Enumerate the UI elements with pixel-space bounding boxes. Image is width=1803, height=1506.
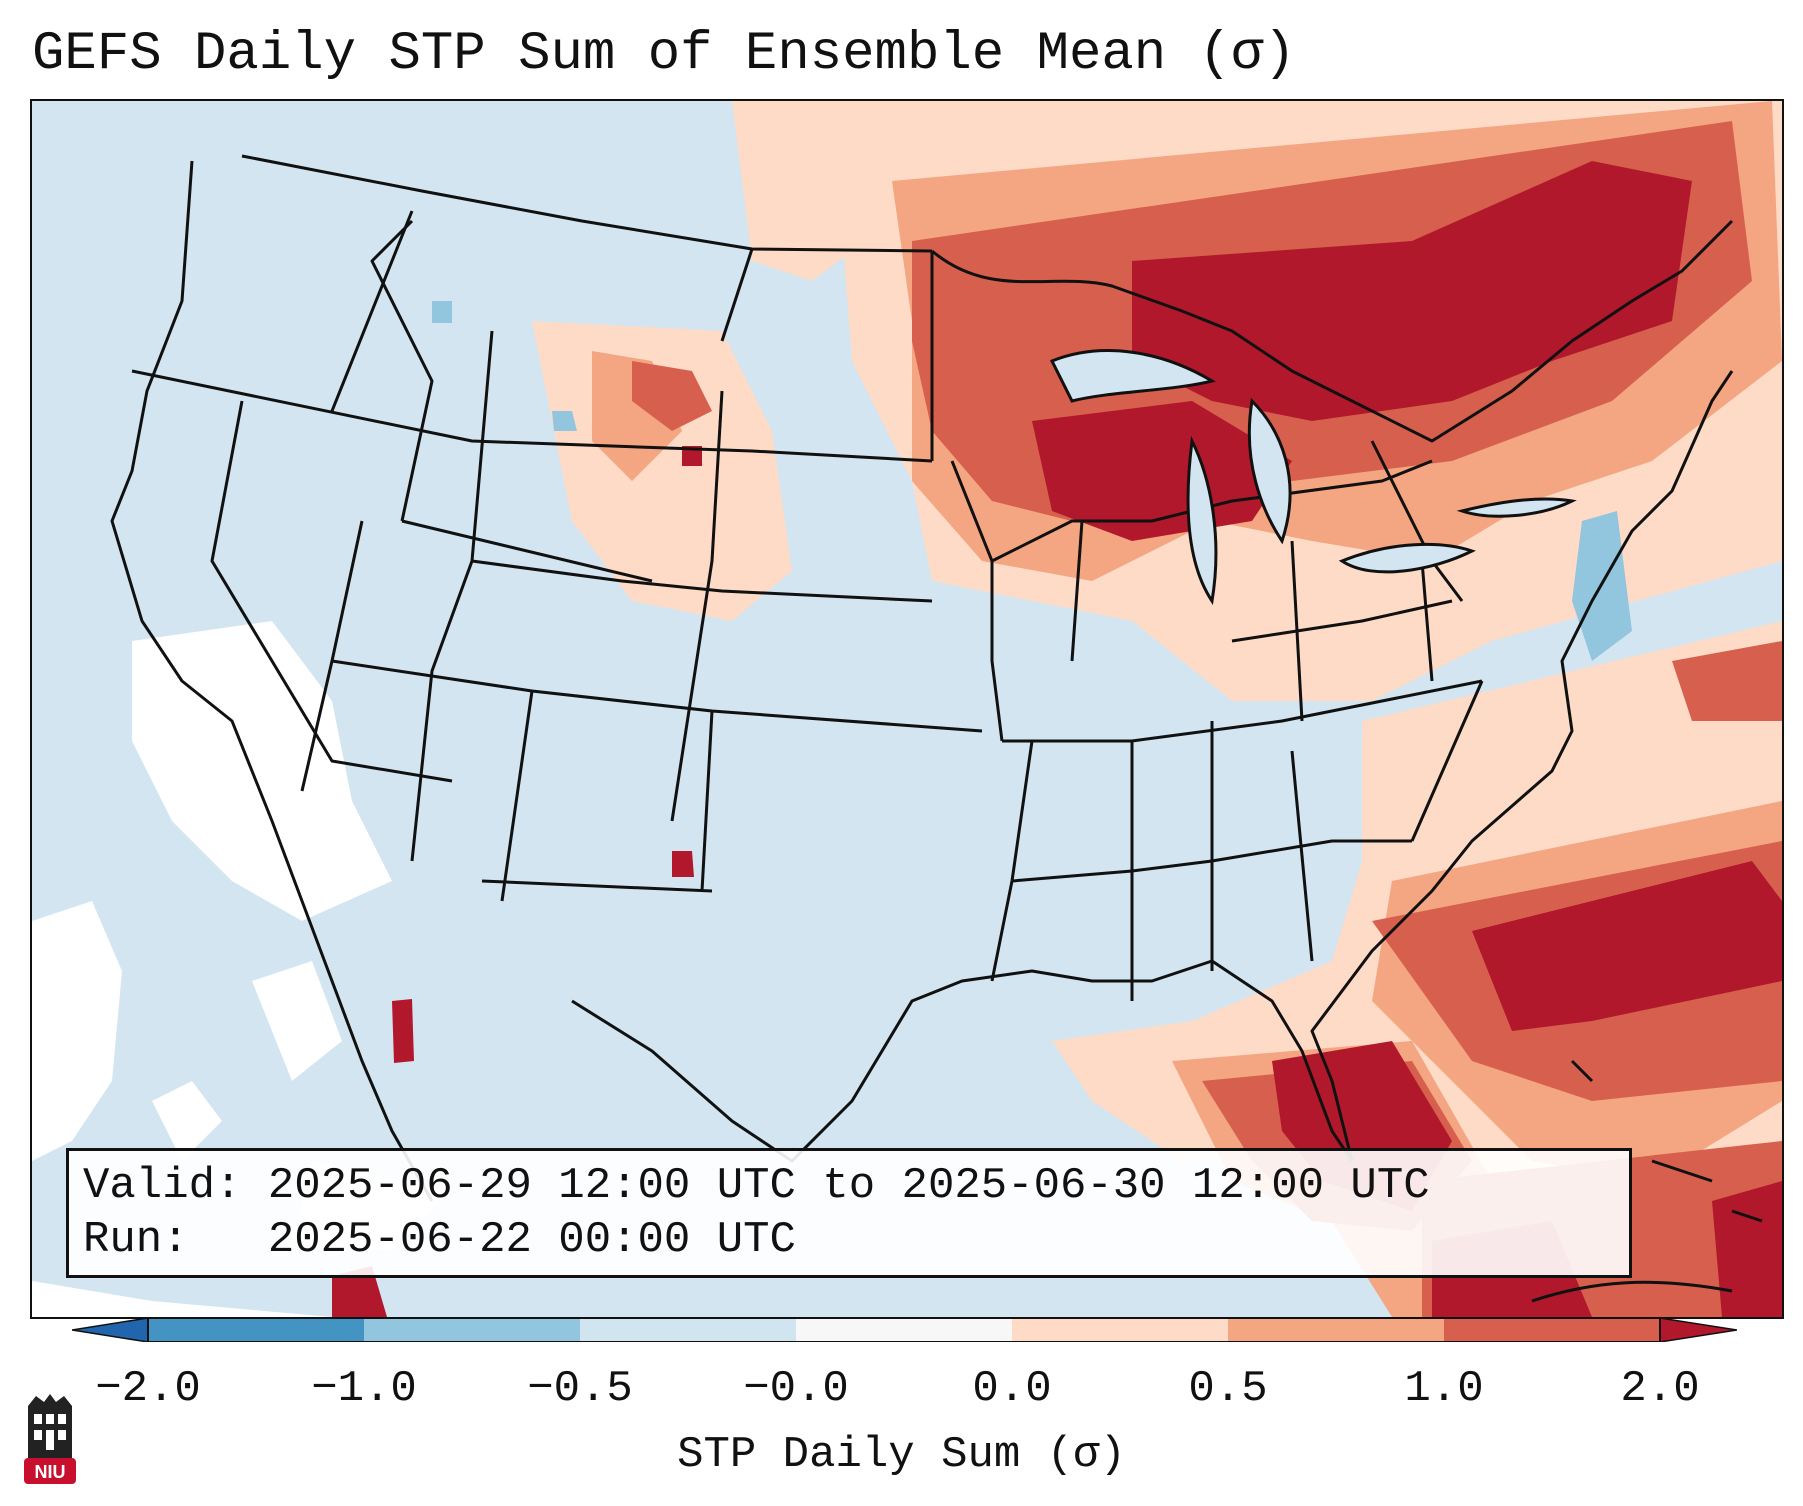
colorbar-tick: −2.0 — [95, 1364, 201, 1414]
map-title: GEFS Daily STP Sum of Ensemble Mean (σ) — [32, 24, 1296, 85]
colorbar-tick: 0.5 — [1188, 1364, 1268, 1414]
caribbean-islands — [1531, 1059, 1763, 1303]
colorbar-tick: −0.0 — [743, 1364, 849, 1414]
valid-time-box: Valid: 2025-06-29 12:00 UTC to 2025-06-3… — [66, 1148, 1632, 1278]
colorbar-seg-7 — [1444, 1318, 1660, 1342]
colorbar-seg-3 — [580, 1318, 796, 1342]
colorbar-tick: 1.0 — [1404, 1364, 1484, 1414]
colorbar-seg-1 — [148, 1318, 364, 1342]
state-borders — [110, 154, 1734, 1202]
colorbar-seg-5 — [1012, 1318, 1228, 1342]
colorbar-label: STP Daily Sum (σ) — [677, 1430, 1126, 1480]
run-line: Run: 2025-06-22 00:00 UTC — [83, 1215, 796, 1265]
run-label: Run: — [83, 1215, 189, 1265]
colorbar-extend-low — [72, 1318, 149, 1342]
colorbar-tick: 0.0 — [972, 1364, 1052, 1414]
colorbar-tick: −0.5 — [527, 1364, 633, 1414]
map-svg — [32, 101, 1782, 1317]
valid-label: Valid: — [83, 1161, 242, 1211]
colorbar-tick: −1.0 — [311, 1364, 417, 1414]
colorbar-seg-4 — [796, 1318, 1012, 1342]
logo-text: NIU — [35, 1462, 66, 1482]
colorbar-tick: 2.0 — [1620, 1364, 1700, 1414]
valid-text: 2025-06-29 12:00 UTC to 2025-06-30 12:00… — [267, 1161, 1430, 1211]
colorbar-extend-high — [1659, 1318, 1737, 1342]
colorbar — [72, 1318, 1737, 1342]
great-lakes — [1049, 349, 1577, 605]
run-text: 2025-06-22 00:00 UTC — [267, 1215, 796, 1265]
valid-line: Valid: 2025-06-29 12:00 UTC to 2025-06-3… — [83, 1161, 1430, 1211]
colorbar-seg-6 — [1228, 1318, 1444, 1342]
map-panel — [30, 99, 1784, 1319]
niu-logo: NIU — [24, 1394, 76, 1484]
colorbar-seg-2 — [364, 1318, 580, 1342]
